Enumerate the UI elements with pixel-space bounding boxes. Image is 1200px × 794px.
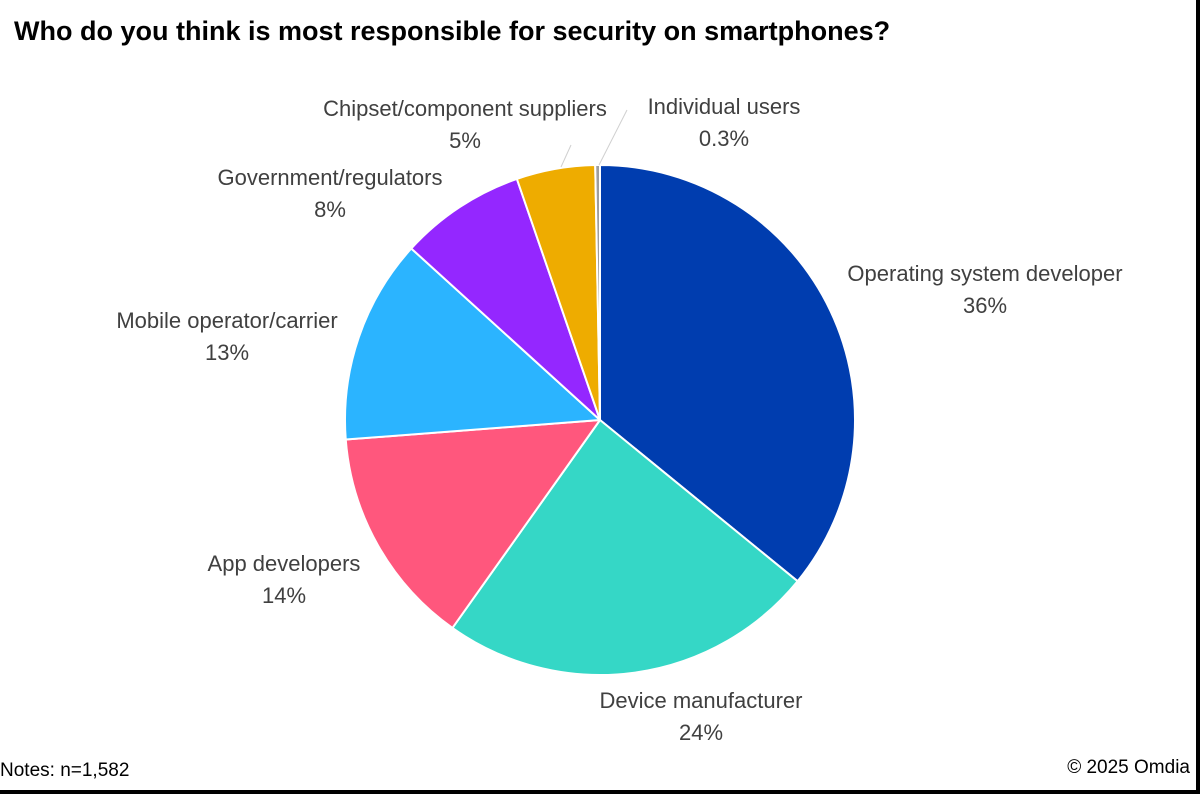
slice-label-chipset-component-suppliers: Chipset/component suppliers: [323, 96, 607, 121]
slice-label-device-manufacturer: Device manufacturer: [600, 688, 803, 713]
leader-lines: [560, 109, 628, 168]
pie-slice-individual-users: [594, 164, 601, 421]
notes-text: Notes: n=1,582: [0, 760, 130, 781]
pie-slice-app-developers: [344, 419, 601, 629]
slice-value-operating-system-developer: 36%: [963, 293, 1007, 318]
slice-value-device-manufacturer: 24%: [679, 720, 723, 745]
pie-slice-device-manufacturer: [451, 419, 799, 677]
slice-value-government-regulators: 8%: [314, 197, 346, 222]
leader-line-individual-users: [598, 109, 628, 166]
pie-slice-mobile-operator-carrier: [344, 247, 601, 441]
slice-label-app-developers: App developers: [208, 551, 361, 576]
slice-value-mobile-operator-carrier: 13%: [205, 340, 249, 365]
slice-label-individual-users: Individual users: [648, 94, 801, 119]
pie-slice-government-regulators: [410, 177, 601, 421]
slice-value-app-developers: 14%: [262, 583, 306, 608]
slice-value-chipset-component-suppliers: 5%: [449, 128, 481, 153]
slice-value-individual-users: 0.3%: [699, 126, 749, 151]
pie-slice-operating-system-developer: [599, 164, 856, 583]
leader-line-chipset-component-suppliers: [560, 144, 572, 168]
slice-labels: Operating system developer 36% Device manu…: [116, 94, 1122, 745]
source-credit: © 2025 Omdia: [1067, 757, 1190, 778]
chart-title: Who do you think is most responsible for…: [14, 16, 891, 46]
pie-slices: [344, 164, 856, 677]
slice-label-government-regulators: Government/regulators: [218, 165, 443, 190]
slice-label-operating-system-developer: Operating system developer: [847, 261, 1122, 286]
slice-label-mobile-operator-carrier: Mobile operator/carrier: [116, 308, 337, 333]
